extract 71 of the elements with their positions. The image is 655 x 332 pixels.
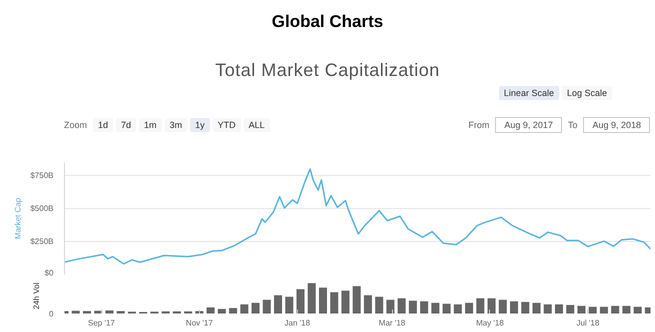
text: 0	[49, 310, 54, 318]
bar	[420, 301, 428, 314]
x-tick-label: Sep '17	[88, 318, 116, 328]
text: Aug 9, 2018	[583, 117, 650, 133]
text: Log Scale	[562, 86, 612, 100]
text: 7d	[116, 118, 136, 132]
text: Zoom	[64, 120, 88, 130]
bar	[634, 306, 642, 314]
bar	[577, 306, 586, 314]
bar	[521, 302, 530, 314]
bar	[554, 304, 563, 314]
bar	[476, 298, 484, 314]
x-tick-label: Nov '17	[186, 318, 214, 328]
bar	[308, 283, 316, 314]
bar	[352, 286, 361, 314]
bar	[532, 302, 541, 314]
bar	[330, 292, 338, 314]
bar	[262, 300, 271, 314]
bar	[465, 302, 474, 314]
bar	[240, 304, 248, 314]
bar	[229, 308, 238, 314]
text: 1d	[93, 118, 114, 132]
bar	[252, 302, 260, 314]
text: 1y	[190, 118, 210, 132]
bar	[318, 288, 327, 314]
bar	[274, 295, 282, 314]
x-tick-label: Jul '18	[576, 318, 600, 328]
bar	[72, 310, 80, 314]
text: Aug 9, 2017	[495, 117, 562, 133]
x-tick-label: May '18	[476, 318, 504, 328]
bar	[408, 300, 417, 314]
bar	[386, 300, 394, 314]
bar	[105, 310, 114, 314]
bar	[296, 289, 305, 314]
bar	[398, 298, 406, 314]
y-tick-label: $0	[44, 268, 54, 278]
bar	[622, 306, 630, 314]
text: 3m	[164, 118, 188, 132]
y-tick-label: $750B	[30, 171, 54, 180]
text: To	[568, 120, 578, 130]
bar	[498, 300, 507, 314]
chart-subtitle: Total Market Capitalization	[214, 60, 441, 81]
bar	[600, 306, 608, 314]
y-tick-label: $500B	[30, 204, 54, 214]
bar	[364, 295, 372, 314]
bar	[544, 304, 552, 314]
bar	[442, 304, 451, 314]
bar	[285, 296, 294, 314]
text: Linear Scale	[498, 86, 559, 100]
bar	[611, 306, 620, 314]
y-axis-title: Market Cap	[13, 197, 22, 240]
bar	[566, 304, 574, 314]
bar	[375, 296, 384, 314]
bar	[341, 290, 350, 314]
chart-title: Global Charts	[270, 12, 384, 32]
bar	[206, 307, 215, 314]
text: ALL	[244, 118, 270, 132]
text: YTD	[212, 118, 241, 132]
text: 1m	[139, 118, 162, 132]
x-tick-label: Jan '18	[284, 318, 311, 328]
bar	[454, 304, 462, 314]
bar	[488, 298, 496, 314]
bar	[431, 302, 440, 314]
x-tick-label: Mar '18	[378, 318, 406, 328]
bar	[588, 306, 597, 314]
text: From	[468, 120, 490, 130]
line-series	[64, 168, 650, 265]
y-tick-label: $250B	[30, 237, 54, 246]
bar	[510, 301, 518, 314]
y-axis-title: 24h Vol	[32, 282, 42, 310]
bar	[218, 308, 226, 314]
